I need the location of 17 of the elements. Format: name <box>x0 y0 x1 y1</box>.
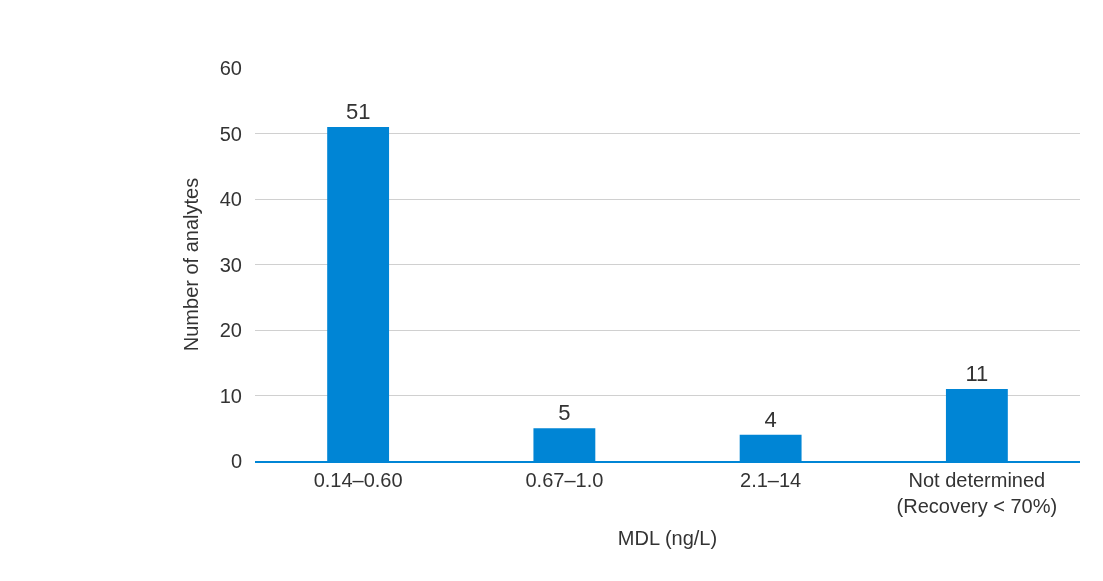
x-tick-label: 0.14–0.60 <box>313 468 403 491</box>
x-tick-label: Not determined (Recovery < 70%) <box>896 468 1058 517</box>
x-axis-title: MDL (ng/L) <box>617 526 718 549</box>
y-axis-title: Number of analytes <box>180 177 203 352</box>
x-tick-label: 2.1–14 <box>740 468 802 491</box>
data-label: 11 <box>965 360 989 386</box>
y-tick-label: 30 <box>219 253 242 276</box>
y-tick-label: 50 <box>219 122 242 145</box>
x-tick-label: 0.67–1.0 <box>525 468 604 491</box>
data-label: 5 <box>558 400 571 426</box>
data-label: 4 <box>764 406 777 432</box>
y-tick-label: 0 <box>230 450 242 472</box>
y-tick-label: 60 <box>219 57 242 79</box>
y-tick-label: 20 <box>219 319 242 341</box>
y-tick-label: 10 <box>219 384 242 407</box>
y-tick-label: 40 <box>219 188 242 210</box>
data-label: 51 <box>345 98 371 124</box>
